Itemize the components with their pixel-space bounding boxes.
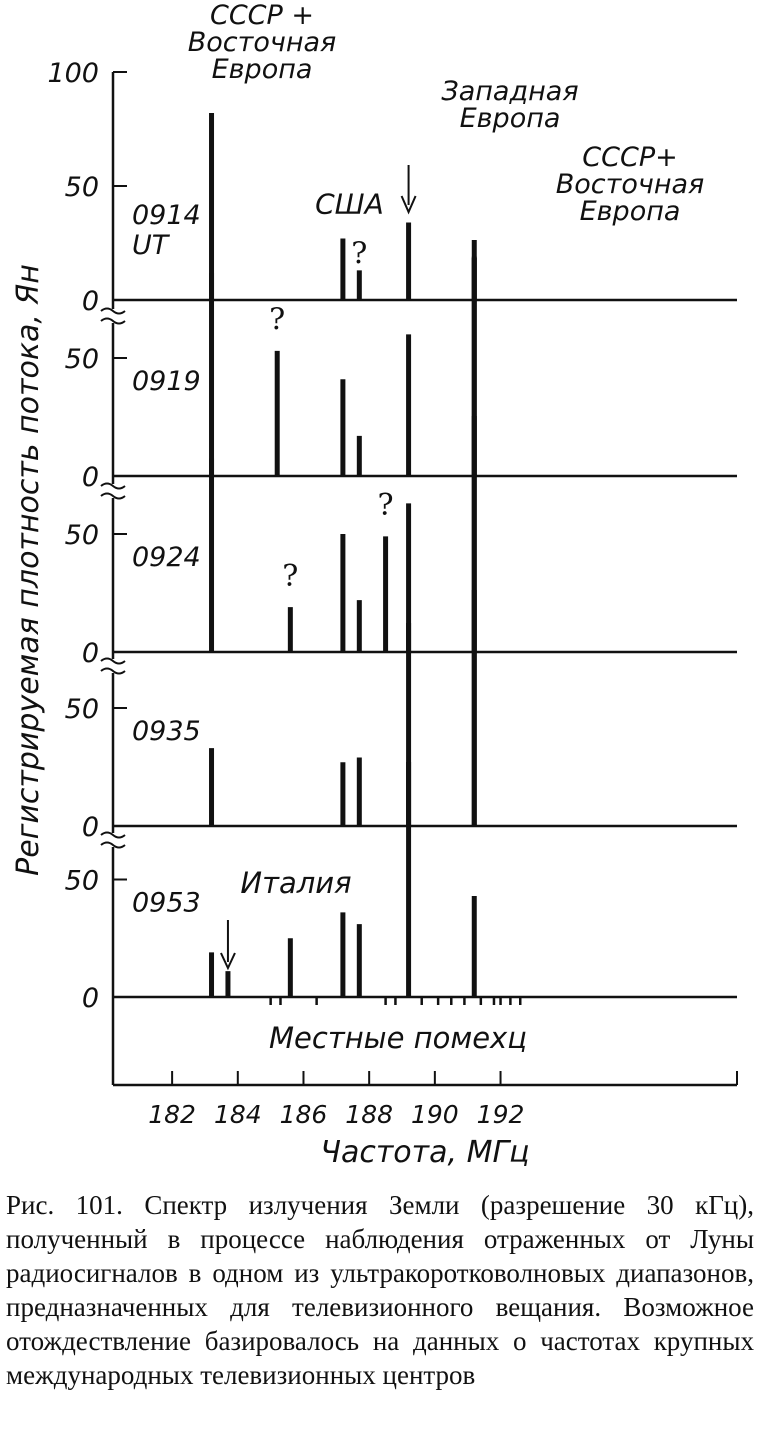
panel-time-labels: 0914 UT 0919 0924 0935 0953 <box>132 200 201 919</box>
axis-break-gap-2 <box>110 484 116 498</box>
y-tick-label: 0 <box>82 812 99 843</box>
annotation-local-noise: Местные помехц <box>269 1021 527 1055</box>
axis-break-mark-1 <box>100 307 126 315</box>
arrow-italy-head <box>220 952 236 971</box>
x-tick-label: 190 <box>411 1100 459 1129</box>
chart-axes <box>100 72 738 1087</box>
question-mark: ? <box>282 559 298 594</box>
axis-break-gap-4 <box>110 833 116 847</box>
axis-break-mark-1-b <box>100 317 126 325</box>
panel-label-4: 0935 <box>132 716 201 747</box>
axis-break-mark-4-b <box>100 841 126 849</box>
x-tick-label: 186 <box>280 1100 328 1129</box>
question-mark: ? <box>378 488 394 523</box>
arrow-west-europe-head <box>400 195 417 215</box>
x-axis-label: Частота, МГц <box>320 1135 529 1170</box>
figure-caption: Рис. 101. Спектр излучения Земли (разреш… <box>6 1190 754 1390</box>
panel-label-5: 0953 <box>132 888 201 919</box>
panel-label-2: 0919 <box>132 366 201 397</box>
annotation-ussr-east-europe-1: СССР + Восточная Европа <box>188 0 337 85</box>
axis-break-gap-1 <box>110 309 116 323</box>
chart-ticks: 182 184 186 188 190 192 0 50 100 0 50 0 50 0 50 0 50 <box>47 58 524 1129</box>
x-tick-label: 192 <box>477 1100 525 1129</box>
y-tick-label: 0 <box>82 286 99 317</box>
question-mark: ? <box>269 303 285 338</box>
axis-break-gap-3 <box>110 659 116 673</box>
y-tick-label: 50 <box>65 344 99 375</box>
y-tick-label: 50 <box>65 866 99 897</box>
chart-annotations: СССР + Восточная Европа Западная Европа СССР+… <box>188 0 705 1055</box>
axis-break-mark-2-b <box>100 492 126 500</box>
chart-marks: ? США??? <box>269 187 393 594</box>
y-tick-label: 0 <box>82 983 99 1014</box>
y-axis-label: Регистрируемая плотность потока, Ян <box>11 264 46 876</box>
y-tick-label: 0 <box>82 638 99 669</box>
axis-break-mark-3-b <box>100 667 126 675</box>
y-tick-label: 100 <box>47 58 99 89</box>
y-tick-label: 50 <box>65 520 99 551</box>
x-tick-label: 184 <box>214 1100 262 1129</box>
annotation-italy: Италия <box>240 866 351 900</box>
axis-break-mark-2 <box>100 482 126 490</box>
question-mark: ? <box>351 237 367 272</box>
panel-label-1: 0914 UT <box>132 200 201 261</box>
y-tick-label: 50 <box>65 694 99 725</box>
x-tick-label: 188 <box>345 1100 393 1129</box>
axis-break-mark-3 <box>100 657 126 665</box>
usa-label: США <box>315 187 384 220</box>
annotation-west-europe: Западная Европа <box>441 76 578 134</box>
axis-break-mark-4 <box>100 831 126 839</box>
chart-spectral-lines <box>209 113 477 997</box>
panel-label-3: 0924 <box>132 542 201 573</box>
y-tick-label: 50 <box>65 172 99 203</box>
x-tick-label: 182 <box>148 1100 196 1129</box>
annotation-ussr-east-europe-2: СССР+ Восточная Европа <box>556 142 705 227</box>
y-tick-label: 0 <box>82 462 99 493</box>
spectrum-figure: 0914 UT 0919 0924 0935 0953 182 184 186 188 190 19… <box>11 0 738 1170</box>
